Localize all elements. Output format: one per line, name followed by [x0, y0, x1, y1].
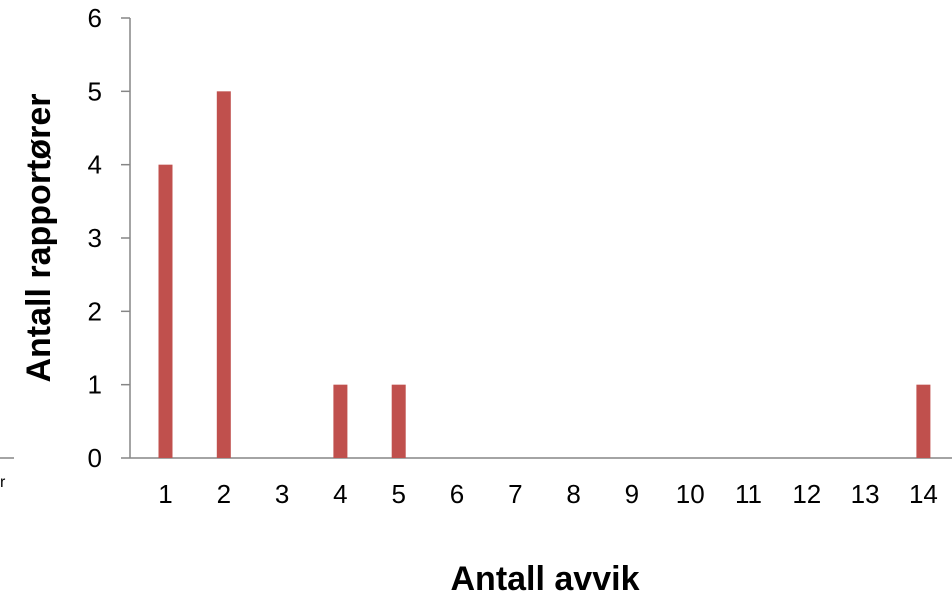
cropped-text-fragment: r	[0, 474, 6, 491]
x-tick-label: 6	[450, 479, 464, 509]
y-tick-label: 0	[88, 443, 102, 473]
x-tick-label: 3	[275, 479, 289, 509]
x-tick-label: 11	[735, 479, 762, 509]
x-tick-label: 7	[508, 479, 522, 509]
x-ticks: 1 2 3 4 5 6 7 8 9 10 11 12 13 14	[158, 479, 938, 509]
y-tick-label: 2	[88, 296, 102, 326]
y-tick-label: 6	[88, 3, 102, 33]
y-tick-label: 3	[88, 223, 102, 253]
x-axis-title: Antall avvik	[451, 560, 640, 598]
x-tick-label: 10	[676, 479, 705, 509]
y-tick-label: 5	[88, 76, 102, 106]
x-tick-label: 5	[391, 479, 405, 509]
y-axis-title: Antall rapportører	[20, 93, 58, 382]
bars	[158, 91, 931, 458]
x-tick-label: 13	[851, 479, 880, 509]
y-tick-label: 1	[88, 370, 102, 400]
x-tick-label: 2	[217, 479, 231, 509]
x-tick-label: 9	[625, 479, 639, 509]
y-tick-label: 4	[88, 150, 102, 180]
bar	[391, 384, 406, 458]
x-tick-label: 14	[909, 479, 938, 509]
bar	[216, 91, 231, 458]
bar	[158, 164, 173, 458]
y-ticks: 0 1 2 3 4 5 6	[88, 3, 130, 473]
x-tick-label: 8	[566, 479, 580, 509]
bar	[333, 384, 348, 458]
bar	[916, 384, 931, 458]
x-tick-label: 4	[333, 479, 347, 509]
x-tick-label: 12	[792, 479, 821, 509]
x-tick-label: 1	[158, 479, 172, 509]
